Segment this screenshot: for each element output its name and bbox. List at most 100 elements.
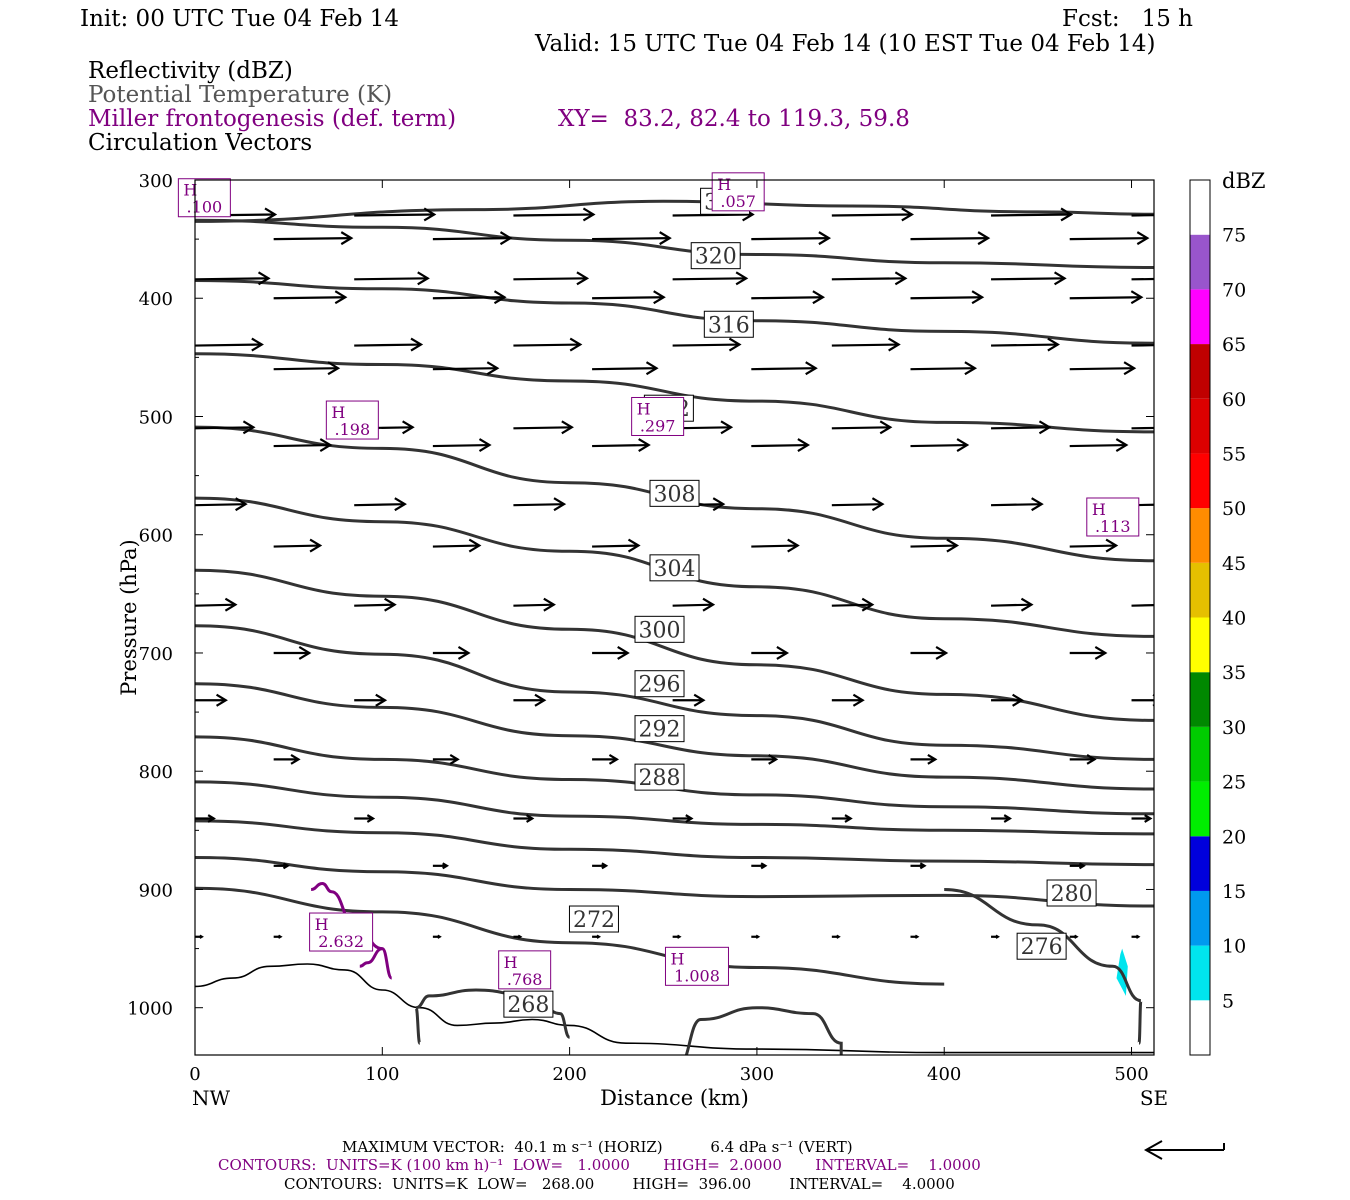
- theta-contour-label: 304: [654, 557, 696, 582]
- theta-contour-label-box: [634, 715, 685, 743]
- colorbar-swatch: [1190, 562, 1210, 618]
- circulation-vector-head: [394, 497, 407, 512]
- circulation-vector: [432, 237, 511, 241]
- theta-contour-label: 308: [654, 482, 696, 507]
- circulation-vector-head: [1003, 814, 1012, 823]
- x-axis-label: Distance (km): [600, 1086, 749, 1110]
- theta-contour-label-box: [690, 242, 741, 270]
- circulation-vector: [195, 343, 262, 347]
- colorbar-level-label: 75: [1222, 225, 1246, 247]
- colorbar-level-label: 60: [1222, 389, 1246, 411]
- legend-miller: Miller frontogenesis (def. term): [88, 106, 457, 132]
- circulation-vector-head: [596, 934, 602, 939]
- circulation-vector-head: [720, 420, 734, 435]
- x-tick-label: 500: [1114, 1064, 1148, 1085]
- init-time: Init: 00 UTC Tue 04 Feb 14: [80, 6, 400, 32]
- circulation-vector: [1069, 544, 1117, 548]
- legend-reflectivity: Reflectivity (dBZ): [88, 58, 293, 84]
- circulation-vector: [751, 237, 829, 241]
- circulation-vector: [1131, 344, 1154, 347]
- circulation-vector-head: [543, 597, 556, 612]
- circulation-vector: [592, 367, 657, 371]
- circulation-vector: [273, 367, 339, 371]
- theta-contour-label: 268: [507, 993, 549, 1018]
- circulation-vector-head: [1172, 498, 1182, 510]
- circulation-vector: [910, 544, 957, 548]
- circulation-vector-head: [1047, 337, 1060, 352]
- miller-max-marker: H: [315, 915, 329, 934]
- x-tick-label: 0: [189, 1064, 200, 1085]
- circulation-vector-head: [402, 420, 415, 435]
- terrain-line: [195, 963, 1154, 1054]
- circulation-vector: [513, 277, 587, 281]
- circulation-vector-head: [561, 420, 574, 435]
- circulation-vector-head: [946, 538, 960, 553]
- miller-max-value: 1.008: [674, 966, 720, 985]
- circulation-vector: [1131, 503, 1154, 507]
- circulation-vector: [991, 343, 1058, 347]
- circulation-vector-head: [449, 753, 460, 765]
- circulation-vector-head: [812, 290, 826, 305]
- circulation-vector-head: [1078, 862, 1086, 870]
- circulation-vector-head: [499, 231, 513, 246]
- circulation-vector-head: [327, 361, 341, 376]
- forecast-hour: Fcst: 15 h: [1062, 6, 1193, 32]
- circulation-vector: [672, 343, 740, 347]
- circulation-vector-head: [818, 231, 832, 246]
- circulation-vector: [1131, 426, 1154, 430]
- circulation-vector-head: [1020, 597, 1034, 612]
- circulation-vector: [432, 544, 480, 548]
- colorbar-swatch: [1190, 289, 1210, 345]
- circulation-vector-head: [735, 271, 749, 286]
- theta-contour-label-box: [503, 990, 554, 1018]
- circulation-vector-head: [251, 337, 264, 352]
- circulation-vector: [991, 503, 1042, 507]
- miller-max-marker: H: [504, 953, 518, 972]
- circulation-vector-head: [693, 693, 706, 707]
- colorbar-level-label: 25: [1222, 772, 1246, 794]
- circulation-vector-head: [207, 814, 216, 823]
- colorbar-swatch: [1190, 344, 1210, 399]
- circulation-vector: [751, 544, 798, 548]
- theta-contour-label: 276: [1021, 935, 1063, 960]
- theta-contour-label-box: [649, 479, 700, 507]
- theta-contour-line: [195, 856, 1154, 908]
- circulation-vector-head: [964, 361, 978, 376]
- miller-max-value: .198: [335, 420, 371, 439]
- circulation-vector: [432, 367, 498, 371]
- y-tick-label: 800: [139, 762, 173, 783]
- circulation-vector-head: [685, 814, 694, 823]
- circulation-vector-head: [282, 862, 290, 870]
- circulation-vector-head: [437, 934, 442, 939]
- cross-section-chart: 3243203163123083043002962922882802722762…: [117, 169, 1265, 1110]
- circulation-vector-head: [776, 646, 790, 660]
- circulation-vector-head: [526, 814, 535, 823]
- circulation-vector: [831, 603, 873, 607]
- circulation-vector-head: [601, 862, 609, 870]
- circulation-vector-head: [901, 207, 914, 222]
- circulation-vector-head: [410, 337, 424, 352]
- colorbar-swatch: [1190, 234, 1210, 290]
- theta-contour-label-box: [634, 670, 685, 698]
- circulation-vector-head: [384, 597, 397, 612]
- circulation-vector-head: [277, 934, 283, 939]
- circulation-vector-head: [617, 646, 630, 660]
- miller-max-box: [711, 172, 765, 212]
- circulation-vector-head: [576, 271, 590, 286]
- circulation-vector-head: [995, 934, 1000, 939]
- circulation-vector-head: [760, 862, 768, 870]
- theta-contour-label: 292: [639, 718, 681, 743]
- colorbar-swatch: [1190, 508, 1210, 563]
- circulation-vector: [195, 277, 269, 281]
- circulation-vector-head: [340, 231, 354, 246]
- circulation-vector-head: [919, 862, 927, 870]
- circulation-vector-head: [676, 934, 682, 939]
- circulation-vector: [751, 296, 823, 300]
- plot-frame: [194, 179, 1155, 1056]
- colorbar-unit: dBZ: [1222, 169, 1265, 193]
- circulation-vector-head: [914, 934, 920, 939]
- circulation-vector-head: [442, 862, 450, 870]
- circulation-vector: [592, 237, 670, 241]
- miller-max-box: [498, 950, 552, 990]
- circulation-vector-head: [569, 337, 583, 352]
